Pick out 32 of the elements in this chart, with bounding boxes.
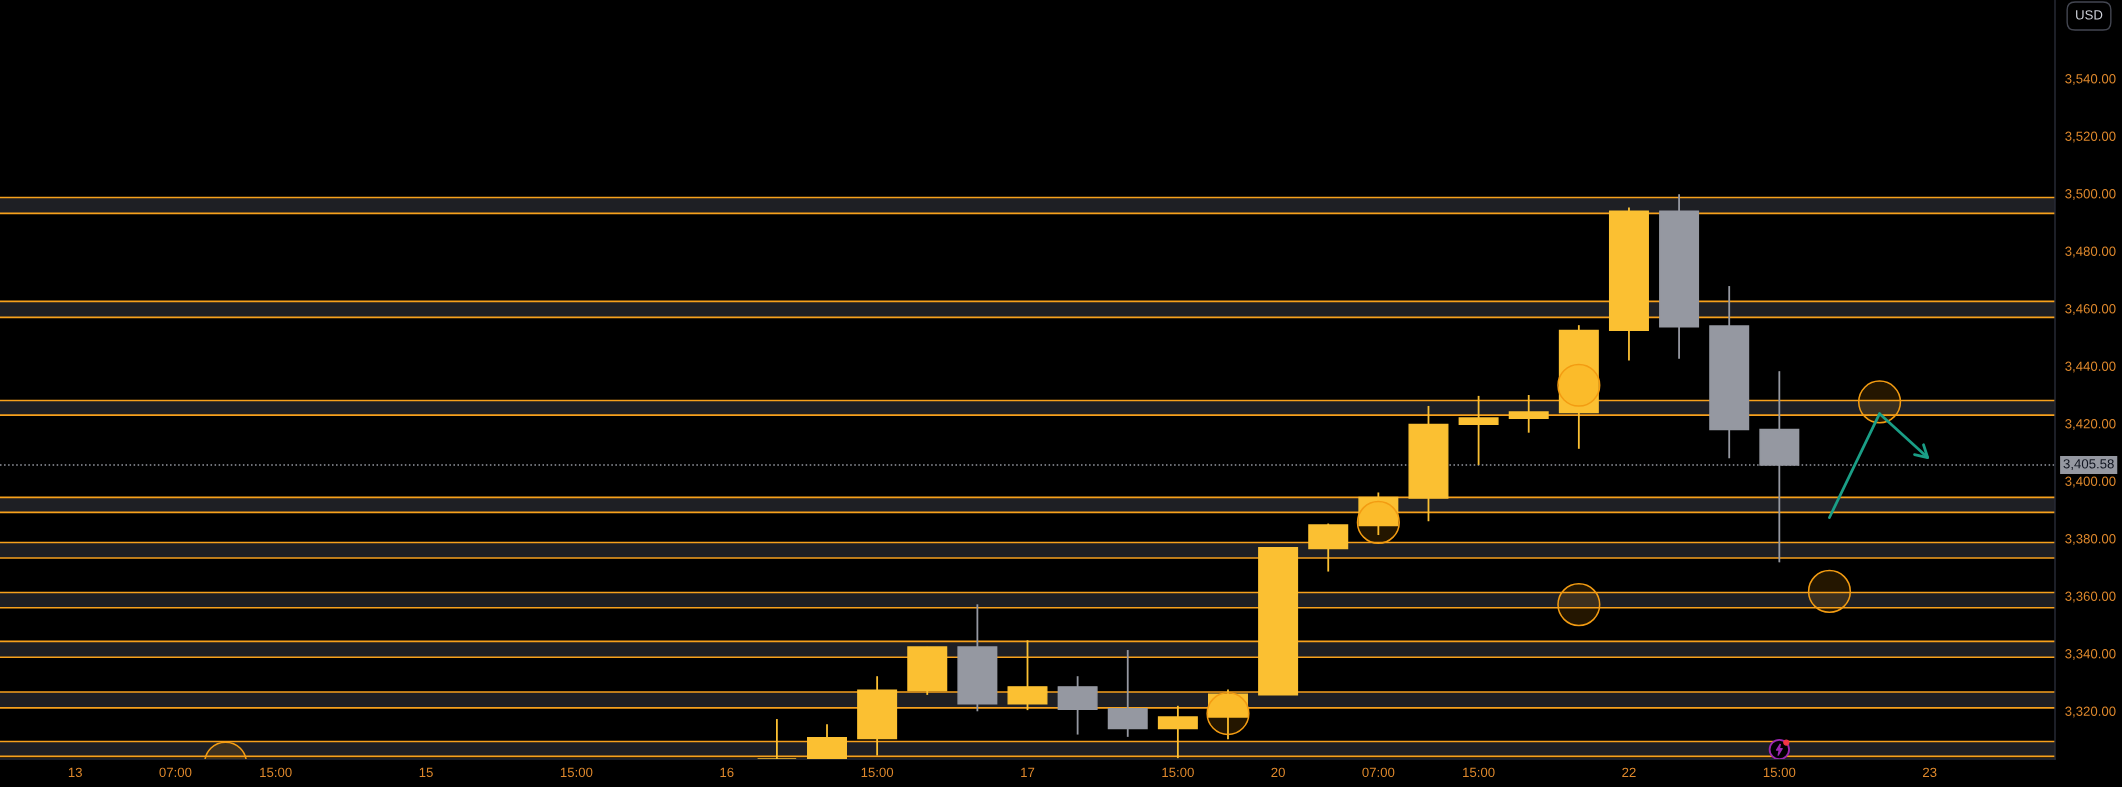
y-axis-title: USD [2076,10,2103,20]
x-tick-label: 15:00 [861,767,894,778]
y-tick-label: 3,540.00 [2065,74,2116,85]
x-tick-label: 15:00 [1162,767,1194,778]
y-tick-label: 3,420.00 [2065,419,2116,430]
x-tick-label: 20 [1271,767,1285,778]
x-tick-label: 07:00 [1362,767,1395,778]
y-tick-label: 3,360.00 [2065,591,2116,603]
x-tick-label: 23 [1923,767,1937,778]
x-tick-label: 16 [720,767,734,778]
y-tick-label: 3,440.00 [2065,361,2116,373]
y-tick-label: 3,380.00 [2065,534,2116,545]
y-tick-label: 3,400.00 [2065,476,2116,488]
x-tick-label: 15:00 [1463,767,1495,778]
y-tick-label: 3,500.00 [2065,189,2116,200]
y-tick-label: 3,480.00 [2065,246,2116,258]
x-tick-label: 22 [1622,767,1636,777]
x-tick-label: 15:00 [1763,767,1796,778]
candlestick [1508,394,1549,434]
x-tick-label: 15 [419,767,433,778]
y-tick-label: 3,520.00 [2065,131,2116,143]
x-tick-label: 07:00 [159,767,192,778]
x-tick-label: 15:00 [260,767,292,778]
y-tick-label: 3,320.00 [2065,706,2116,718]
x-tick-label: 15:00 [560,767,593,778]
x-tick-label: 13 [68,767,82,778]
ref-line-label: 3,405.58 [2063,459,2114,471]
candlestick [1458,394,1499,466]
candlestick [756,718,797,759]
y-tick-label: 3,340.00 [2065,649,2116,660]
y-tick-label: 3,460.00 [2065,304,2116,315]
x-tick-label: 17 [1021,767,1035,777]
